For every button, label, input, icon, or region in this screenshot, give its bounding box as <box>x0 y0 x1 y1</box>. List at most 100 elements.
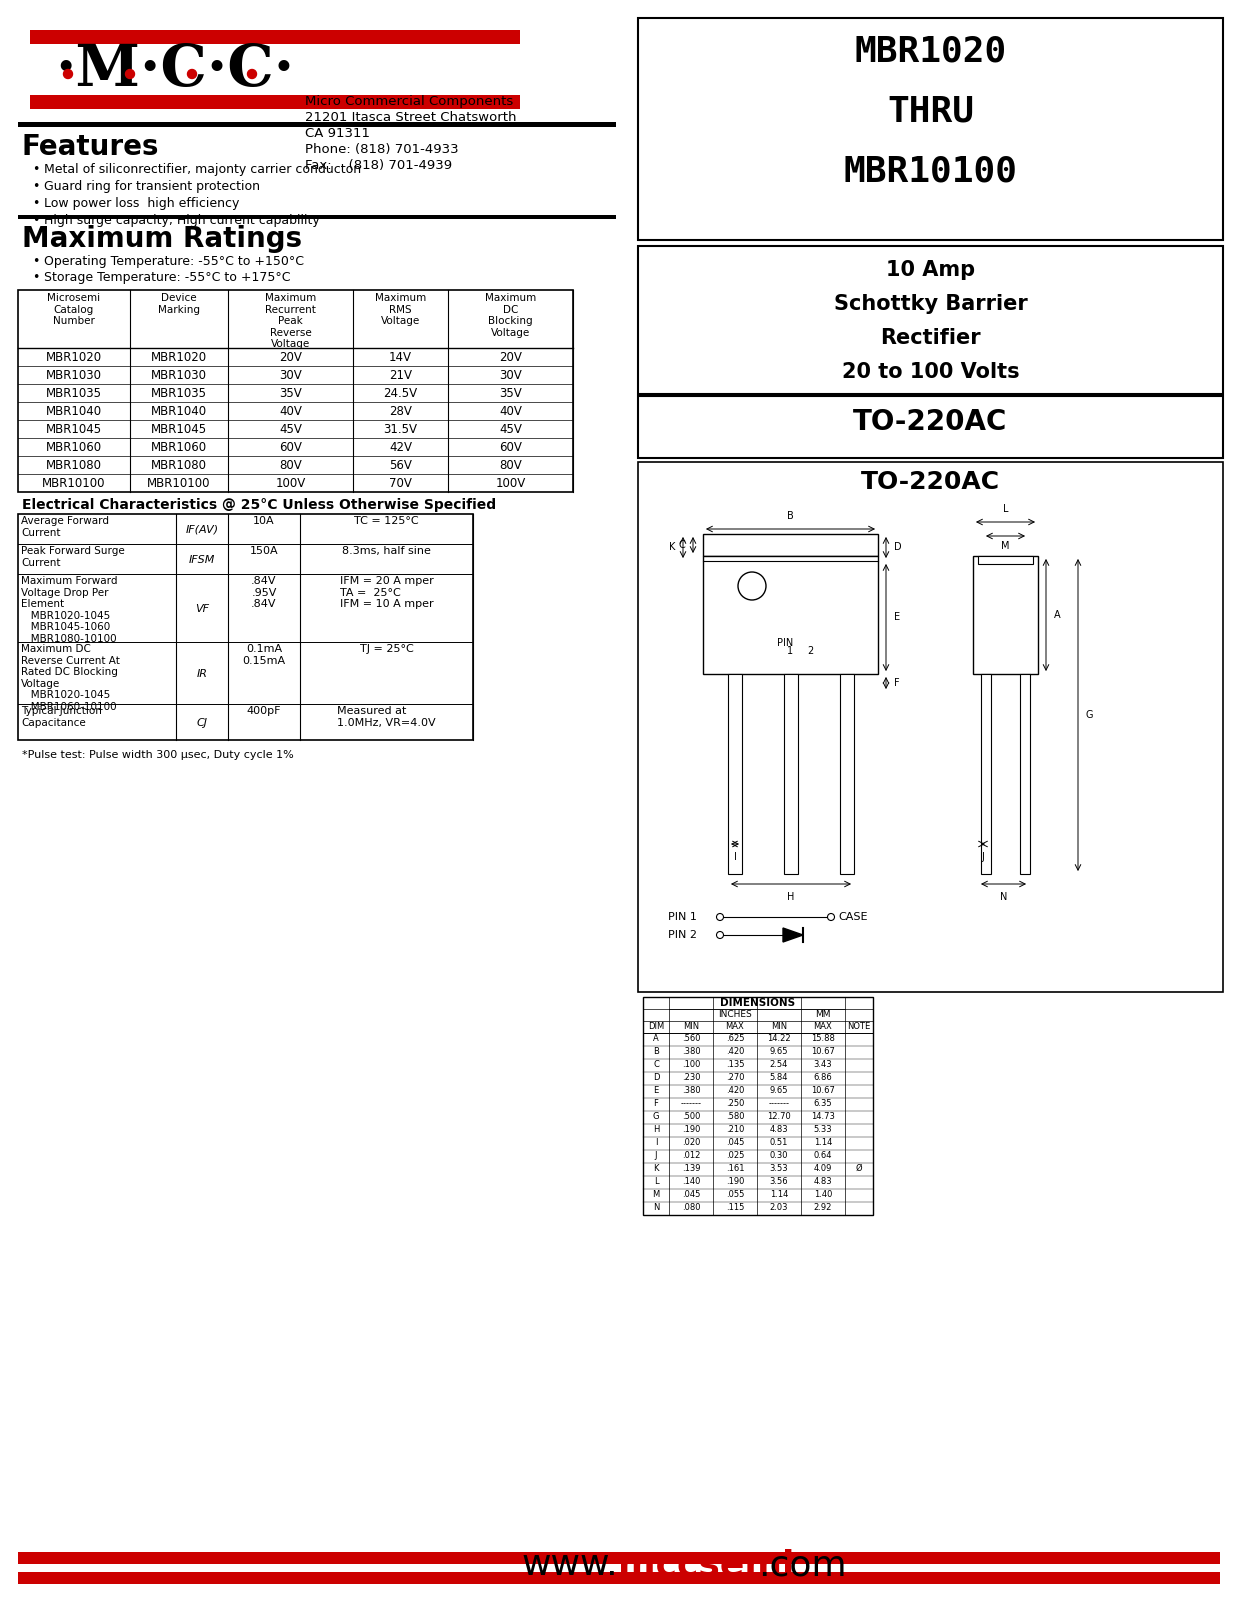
Text: 10.67: 10.67 <box>811 1086 835 1094</box>
Text: TC = 125°C: TC = 125°C <box>354 515 419 526</box>
Text: •: • <box>32 254 40 267</box>
Text: I: I <box>654 1138 657 1147</box>
Text: .045: .045 <box>682 1190 700 1198</box>
Text: H: H <box>653 1125 659 1134</box>
Bar <box>703 534 878 557</box>
Text: 20V: 20V <box>280 350 302 365</box>
Text: Peak Forward Surge
Current: Peak Forward Surge Current <box>21 546 125 568</box>
Text: .025: .025 <box>726 1150 745 1160</box>
Text: MBR1020: MBR1020 <box>151 350 207 365</box>
Text: THRU: THRU <box>887 94 974 130</box>
Text: Metal of siliconrectifier, majonty carrier conducton: Metal of siliconrectifier, majonty carri… <box>45 163 361 176</box>
Bar <box>638 395 1223 458</box>
Text: mccsemi: mccsemi <box>618 1549 794 1582</box>
Text: .161: .161 <box>726 1165 745 1173</box>
Text: 3.56: 3.56 <box>769 1178 788 1186</box>
Text: -------: ------- <box>680 1099 701 1107</box>
Text: .560: .560 <box>682 1034 700 1043</box>
Text: L: L <box>1003 504 1008 514</box>
Text: Microsemi
Catalog
Number: Microsemi Catalog Number <box>47 293 100 326</box>
Text: 8.3ms, half sine: 8.3ms, half sine <box>343 546 430 557</box>
Circle shape <box>63 69 73 78</box>
Text: 45V: 45V <box>499 422 522 435</box>
Text: CJ: CJ <box>197 718 208 728</box>
Text: 30V: 30V <box>280 370 302 382</box>
Text: PIN 1: PIN 1 <box>668 912 696 922</box>
Text: Schottky Barrier: Schottky Barrier <box>834 294 1028 314</box>
Text: MBR1060: MBR1060 <box>151 442 207 454</box>
Circle shape <box>188 69 197 78</box>
Bar <box>638 246 1223 394</box>
Text: MBR1030: MBR1030 <box>46 370 101 382</box>
Circle shape <box>247 69 256 78</box>
Text: J: J <box>982 851 985 862</box>
Text: 6.35: 6.35 <box>814 1099 833 1107</box>
Bar <box>19 1571 1220 1584</box>
Text: 10 Amp: 10 Amp <box>886 259 975 280</box>
Text: D: D <box>653 1074 659 1082</box>
Text: www.: www. <box>521 1549 618 1582</box>
Text: Low power loss  high efficiency: Low power loss high efficiency <box>45 197 240 210</box>
Text: CASE: CASE <box>837 912 867 922</box>
Text: MBR1020: MBR1020 <box>855 35 1007 69</box>
Bar <box>30 94 520 109</box>
Text: .080: .080 <box>682 1203 700 1213</box>
Text: •: • <box>32 197 40 210</box>
Text: 20 to 100 Volts: 20 to 100 Volts <box>841 362 1019 382</box>
Text: .500: .500 <box>682 1112 700 1122</box>
Text: 2.03: 2.03 <box>769 1203 788 1213</box>
Text: TJ = 25°C: TJ = 25°C <box>360 643 413 654</box>
Bar <box>19 122 616 126</box>
Text: I: I <box>734 851 736 862</box>
Text: 40V: 40V <box>280 405 302 418</box>
Bar <box>19 214 616 219</box>
Text: .012: .012 <box>682 1150 700 1160</box>
Text: 3.53: 3.53 <box>769 1165 788 1173</box>
Bar <box>30 30 520 43</box>
Text: CA 91311: CA 91311 <box>306 126 370 141</box>
Text: MAX: MAX <box>726 1022 745 1030</box>
Text: A: A <box>653 1034 659 1043</box>
Text: -------: ------- <box>768 1099 789 1107</box>
Text: Maximum
RMS
Voltage: Maximum RMS Voltage <box>375 293 426 326</box>
Text: MBR1035: MBR1035 <box>151 387 207 400</box>
Text: .625: .625 <box>726 1034 745 1043</box>
Text: 5.33: 5.33 <box>814 1125 833 1134</box>
Text: C: C <box>653 1059 659 1069</box>
Text: Maximum
DC
Blocking
Voltage: Maximum DC Blocking Voltage <box>485 293 536 338</box>
Text: TO-220AC: TO-220AC <box>861 470 999 494</box>
Text: IFM = 20 A mper
TA =  25°C
IFM = 10 A mper: IFM = 20 A mper TA = 25°C IFM = 10 A mpe… <box>340 576 433 610</box>
Text: .135: .135 <box>726 1059 745 1069</box>
Text: .210: .210 <box>726 1125 745 1134</box>
Text: 42V: 42V <box>388 442 412 454</box>
Text: PIN 2: PIN 2 <box>668 930 696 939</box>
Text: *Pulse test: Pulse width 300 µsec, Duty cycle 1%: *Pulse test: Pulse width 300 µsec, Duty … <box>22 750 293 760</box>
Text: N: N <box>653 1203 659 1213</box>
Bar <box>974 557 1038 674</box>
Text: IFSM: IFSM <box>189 555 215 565</box>
Bar <box>729 674 742 874</box>
Text: MBR1045: MBR1045 <box>151 422 207 435</box>
Text: Measured at
1.0MHz, VR=4.0V: Measured at 1.0MHz, VR=4.0V <box>338 706 435 728</box>
Text: L: L <box>653 1178 658 1186</box>
Text: 20V: 20V <box>499 350 522 365</box>
Text: .420: .420 <box>726 1086 745 1094</box>
Text: 10.67: 10.67 <box>811 1046 835 1056</box>
Text: Maximum
Recurrent
Peak
Reverse
Voltage: Maximum Recurrent Peak Reverse Voltage <box>265 293 317 349</box>
Text: 12.70: 12.70 <box>767 1112 790 1122</box>
Text: .190: .190 <box>726 1178 745 1186</box>
Text: 0.1mA
0.15mA: 0.1mA 0.15mA <box>242 643 286 666</box>
Text: Maximum DC
Reverse Current At
Rated DC Blocking
Voltage
   MBR1020-1045
   MBR10: Maximum DC Reverse Current At Rated DC B… <box>21 643 120 712</box>
Text: 0.64: 0.64 <box>814 1150 833 1160</box>
Text: MBR10100: MBR10100 <box>147 477 210 490</box>
Text: 21201 Itasca Street Chatsworth: 21201 Itasca Street Chatsworth <box>306 110 517 125</box>
Text: 14V: 14V <box>388 350 412 365</box>
Bar <box>19 1552 1220 1565</box>
Text: 100V: 100V <box>495 477 526 490</box>
Text: Storage Temperature: -55°C to +175°C: Storage Temperature: -55°C to +175°C <box>45 270 291 285</box>
Text: .com: .com <box>758 1549 846 1582</box>
Text: 4.83: 4.83 <box>769 1125 788 1134</box>
Text: .84V
.95V
.84V: .84V .95V .84V <box>251 576 277 610</box>
Text: Fax:    (818) 701-4939: Fax: (818) 701-4939 <box>306 158 453 171</box>
Text: F: F <box>653 1099 658 1107</box>
